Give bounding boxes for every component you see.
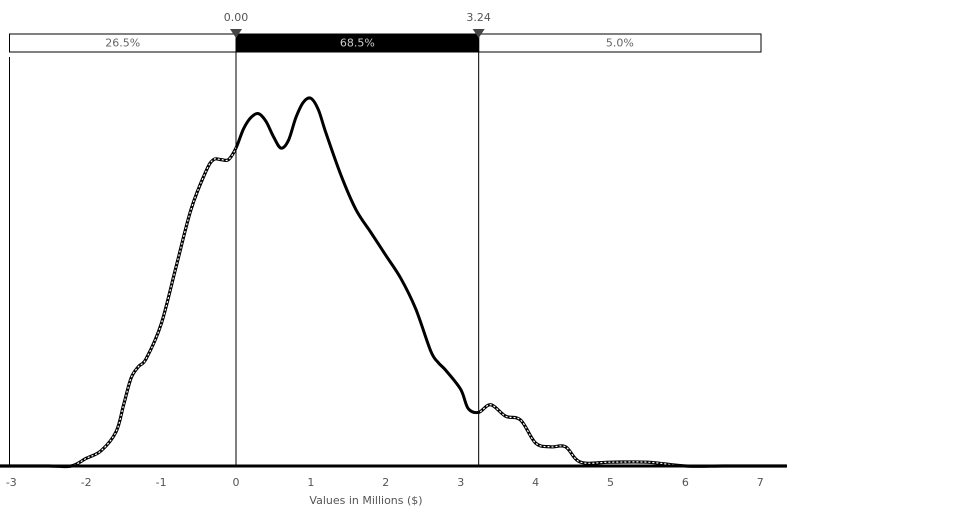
x-tick-label: -3 — [6, 476, 17, 489]
band-upper-label: 5.0% — [606, 37, 634, 50]
density-curve-outside-dark — [0, 96, 787, 469]
marker-lower-handle[interactable] — [230, 29, 242, 38]
marker-upper-value-label: 3.24 — [466, 11, 491, 24]
marker-upper-handle[interactable] — [472, 29, 485, 38]
x-tick-label: 7 — [757, 476, 764, 489]
x-tick-label: -2 — [81, 476, 92, 489]
band-bar: 26.5% 68.5% 5.0% — [9, 33, 762, 53]
x-tick-label: 1 — [307, 476, 314, 489]
density-curve — [0, 96, 787, 469]
density-curve-inside — [236, 96, 479, 415]
x-tick-label: 3 — [457, 476, 464, 489]
x-tick-label: 2 — [382, 476, 389, 489]
density-curve-outside-dashes — [0, 97, 787, 468]
x-axis-label: Values in Millions ($) — [309, 494, 422, 507]
x-tick-label: -1 — [156, 476, 167, 489]
marker-lower-value-label: 0.00 — [224, 11, 249, 24]
x-tick-label: 0 — [233, 476, 240, 489]
marker-lines: 0.00 3.24 — [224, 11, 491, 466]
band-middle-label: 68.5% — [340, 37, 375, 50]
band-lower-label: 26.5% — [105, 37, 140, 50]
x-tick-label: 4 — [532, 476, 539, 489]
x-tick-label: 6 — [682, 476, 689, 489]
x-tick-label: 5 — [607, 476, 614, 489]
x-tick-labels: -3 -2 -1 0 1 2 3 4 5 6 7 — [6, 476, 764, 489]
